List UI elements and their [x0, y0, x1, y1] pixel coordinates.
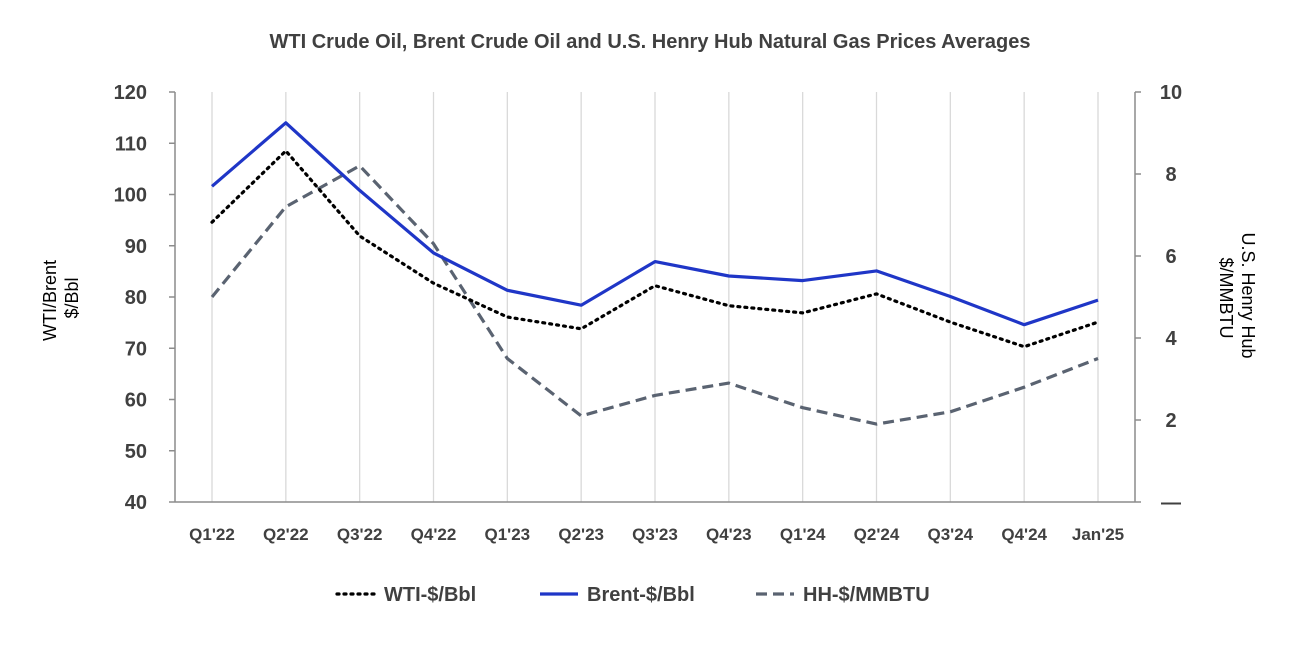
x-tick-label: Q3'24 [928, 525, 974, 544]
left-y-tick-label: 50 [125, 441, 147, 463]
x-tick-label: Jan'25 [1072, 525, 1124, 544]
right-y-axis-label-line-1: U.S. Henry Hub [1238, 232, 1258, 358]
chart-title: WTI Crude Oil, Brent Crude Oil and U.S. … [270, 31, 1031, 53]
right-y-tick-label: 2 [1165, 410, 1176, 432]
right-y-axis-label-line-2: $/MMBTU [1216, 258, 1236, 339]
legend: WTI-$/Bbl Brent-$/Bbl HH-$/MMBTU [335, 584, 930, 606]
series-line-wti-bbl [210, 149, 1100, 349]
x-tick-label: Q1'22 [189, 525, 235, 544]
left-y-axis-label-line-2: $/Bbl [62, 277, 82, 318]
series-line-hh-mmbtu [210, 164, 1099, 426]
x-tick-label: Q2'22 [263, 525, 309, 544]
left-y-tick-label: 100 [114, 185, 147, 207]
legend-label: HH-$/MMBTU [803, 584, 930, 606]
x-tick-label: Q2'23 [558, 525, 604, 544]
right-y-tick-label: 10 [1160, 82, 1182, 104]
x-tick-label: Q4'22 [411, 525, 457, 544]
series-lines [210, 121, 1100, 426]
left-y-tick-label: 70 [125, 338, 147, 360]
left-y-axis-label-line-1: WTI/Brent [40, 260, 60, 341]
right-y-tick-labels: — 2 4 6 8 10 [1135, 82, 1182, 514]
series-line-brent-bbl [210, 121, 1099, 327]
x-tick-label: Q4'23 [706, 525, 752, 544]
legend-label: WTI-$/Bbl [384, 584, 476, 606]
left-y-tick-label: 90 [125, 236, 147, 258]
gridlines [211, 92, 1099, 502]
right-y-tick-label: — [1161, 492, 1181, 514]
left-y-tick-labels: 40 50 60 70 80 90 100 110 120 [114, 82, 175, 514]
x-tick-label: Q1'23 [485, 525, 531, 544]
x-tick-label: Q2'24 [854, 525, 900, 544]
x-tick-label: Q3'22 [337, 525, 383, 544]
right-y-tick-label: 8 [1165, 164, 1176, 186]
right-y-axis-label: U.S. Henry Hub $/MMBTU [1216, 232, 1258, 363]
left-y-tick-label: 120 [114, 82, 147, 104]
right-y-tick-label: 6 [1165, 246, 1176, 268]
left-y-tick-label: 80 [125, 287, 147, 309]
left-y-tick-label: 110 [115, 133, 147, 155]
left-y-axis-label: WTI/Brent $/Bbl [40, 255, 82, 341]
left-y-tick-label: 40 [125, 492, 147, 514]
right-y-tick-label: 4 [1165, 328, 1177, 350]
legend-label: Brent-$/Bbl [587, 584, 695, 606]
x-tick-label: Q3'23 [632, 525, 678, 544]
x-tick-label: Q1'24 [780, 525, 826, 544]
x-tick-label: Q4'24 [1001, 525, 1047, 544]
x-tick-labels: Q1'22 Q2'22 Q3'22 Q4'22 Q1'23 Q2'23 Q3'23 Q4'23… [189, 525, 1124, 544]
left-y-tick-label: 60 [125, 390, 147, 412]
